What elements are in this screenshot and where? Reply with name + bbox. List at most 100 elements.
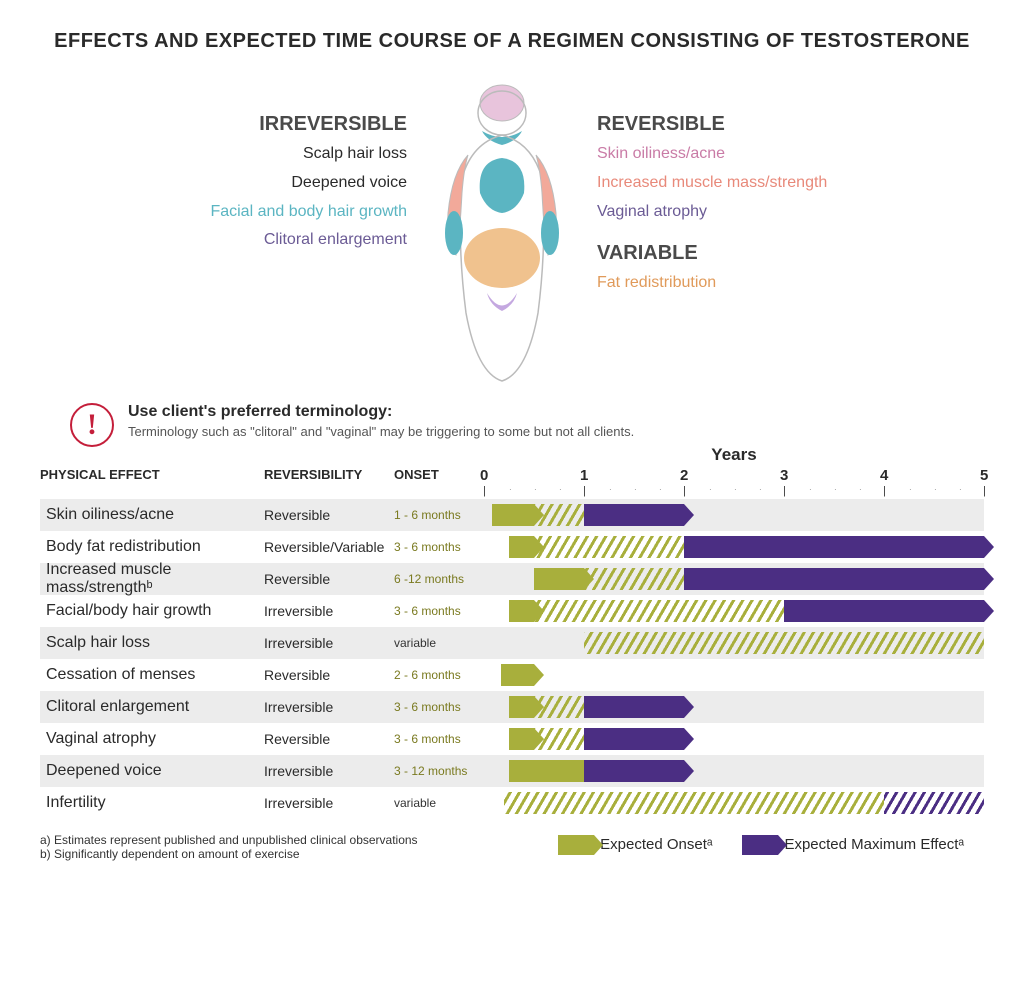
onset-value: 3 - 6 months [394, 540, 484, 554]
timeline-bar [501, 664, 534, 686]
axis-year-label: 4 [880, 467, 888, 484]
timeline-bar-container [484, 755, 984, 787]
variable-heading: VARIABLE [597, 242, 897, 265]
reversible-heading: REVERSIBLE [597, 113, 897, 136]
alert-body: Terminology such as "clitoral" and "vagi… [128, 424, 634, 439]
body-diagram-section: IRREVERSIBLE Scalp hair lossDeepened voi… [40, 83, 984, 383]
onset-value: 3 - 6 months [394, 732, 484, 746]
timeline-bar [584, 760, 684, 782]
onset-value: 2 - 6 months [394, 668, 484, 682]
effect-name: Deepened voice [40, 762, 264, 780]
timeline-bar [509, 600, 534, 622]
timeline-bar-container [484, 563, 984, 595]
axis-year-label: 3 [780, 467, 788, 484]
th-onset: ONSET [394, 467, 484, 495]
effect-name: Clitoral enlargement [40, 698, 264, 716]
timeline-bar [584, 632, 984, 654]
timeline-bar [684, 568, 984, 590]
effect-name: Body fat redistribution [40, 538, 264, 556]
reversibility-value: Reversible [264, 507, 394, 523]
axis-year-label: 0 [480, 467, 488, 484]
table-row: Scalp hair lossIrreversiblevariable [40, 627, 984, 659]
page-title: EFFECTS AND EXPECTED TIME COURSE OF A RE… [40, 30, 984, 53]
timeline-bar [509, 696, 534, 718]
timeline-bar-container [484, 531, 984, 563]
th-reversibility: REVERSIBILITY [264, 467, 394, 495]
timeline-bar-container [484, 787, 984, 819]
table-header-row: PHYSICAL EFFECT REVERSIBILITY ONSET Year… [40, 467, 984, 495]
effect-name: Scalp hair loss [40, 634, 264, 652]
table-row: Skin oiliness/acneReversible1 - 6 months [40, 499, 984, 531]
reversibility-value: Irreversible [264, 795, 394, 811]
reversibility-value: Irreversible [264, 699, 394, 715]
axis-year-label: 1 [580, 467, 588, 484]
th-effect: PHYSICAL EFFECT [40, 467, 264, 495]
reversible-variable-column: REVERSIBLE Skin oiliness/acne Increased m… [597, 83, 897, 383]
effect-name: Increased muscle mass/strengthᵇ [40, 561, 264, 597]
timeline-bar [534, 536, 684, 558]
footnote-b: b) Significantly dependent on amount of … [40, 847, 418, 861]
reversibility-value: Reversible/Variable [264, 539, 394, 555]
axis-year-label: 5 [980, 467, 988, 484]
reversibility-value: Irreversible [264, 635, 394, 651]
timeline-bar-container [484, 627, 984, 659]
effects-table: Skin oiliness/acneReversible1 - 6 months… [40, 499, 984, 819]
table-row: Body fat redistributionReversible/Variab… [40, 531, 984, 563]
table-row: Cessation of mensesReversible2 - 6 month… [40, 659, 984, 691]
terminology-alert: ! Use client's preferred terminology: Te… [70, 403, 984, 447]
timeline-bar [584, 696, 684, 718]
timeline-bar [884, 792, 984, 814]
timeline-bar-container [484, 659, 984, 691]
reversibility-value: Reversible [264, 571, 394, 587]
reversibility-value: Reversible [264, 731, 394, 747]
timeline-bar [584, 568, 684, 590]
alert-icon: ! [70, 403, 114, 447]
timeline-bar-container [484, 499, 984, 531]
timeline-bar-container [484, 595, 984, 627]
onset-value: 1 - 6 months [394, 508, 484, 522]
footnote-a: a) Estimates represent published and unp… [40, 833, 418, 847]
effect-name: Infertility [40, 794, 264, 812]
category-item: Vaginal atrophy [597, 202, 897, 223]
table-row: Clitoral enlargementIrreversible3 - 6 mo… [40, 691, 984, 723]
table-row: Deepened voiceIrreversible3 - 12 months [40, 755, 984, 787]
body-figure-icon [417, 83, 587, 383]
axis-year-label: 2 [680, 467, 688, 484]
effect-name: Cessation of menses [40, 666, 264, 684]
table-row: Increased muscle mass/strengthᵇReversibl… [40, 563, 984, 595]
legend-onset: Expected Onsetᵃ [558, 835, 712, 855]
category-item: Clitoral enlargement [127, 230, 407, 251]
timeline-bar [534, 696, 584, 718]
category-item: Increased muscle mass/strength [597, 173, 897, 194]
irreversible-column: IRREVERSIBLE Scalp hair lossDeepened voi… [127, 83, 407, 383]
onset-value: 3 - 12 months [394, 764, 484, 778]
timeline-bar [504, 792, 884, 814]
category-item: Facial and body hair growth [127, 202, 407, 223]
timeline-bar [492, 504, 534, 526]
timeline-bar [534, 504, 584, 526]
reversibility-value: Irreversible [264, 763, 394, 779]
effect-name: Facial/body hair growth [40, 602, 264, 620]
footnotes: a) Estimates represent published and unp… [40, 833, 418, 861]
timeline-bar [784, 600, 984, 622]
onset-value: 6 -12 months [394, 572, 484, 586]
years-label: Years [484, 445, 984, 465]
timeline-bar [584, 728, 684, 750]
timeline-bar-container [484, 723, 984, 755]
timeline-bar [534, 728, 584, 750]
reversibility-value: Reversible [264, 667, 394, 683]
table-row: Facial/body hair growthIrreversible3 - 6… [40, 595, 984, 627]
th-timeline: Years 0|···1|···2|···3|···4|···5| [484, 467, 984, 495]
category-item: Skin oiliness/acne [597, 144, 897, 165]
legend: Expected Onsetᵃ Expected Maximum Effectᵃ [558, 835, 984, 855]
timeline-bar [509, 728, 534, 750]
timeline-bar [509, 536, 534, 558]
effect-name: Skin oiliness/acne [40, 506, 264, 524]
timeline-bar-container [484, 691, 984, 723]
category-item: Deepened voice [127, 173, 407, 194]
effect-name: Vaginal atrophy [40, 730, 264, 748]
irreversible-heading: IRREVERSIBLE [127, 113, 407, 136]
onset-value: 3 - 6 months [394, 604, 484, 618]
reversibility-value: Irreversible [264, 603, 394, 619]
category-item: Fat redistribution [597, 273, 897, 294]
